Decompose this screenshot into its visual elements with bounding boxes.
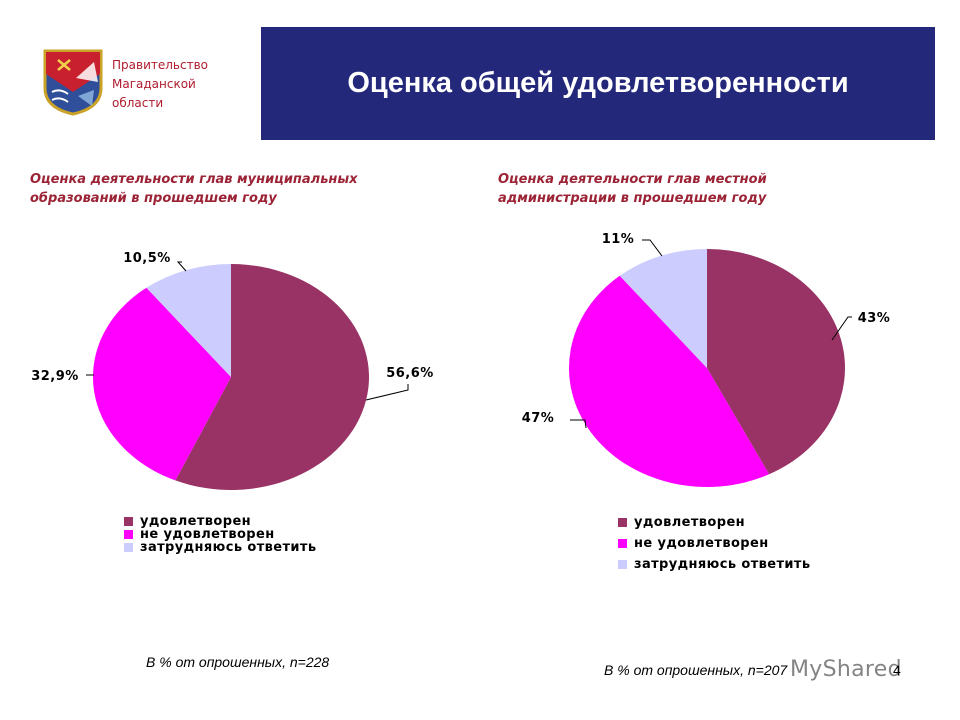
leader-line: [570, 419, 587, 429]
page-number: 4: [893, 662, 901, 678]
watermark: MyShared: [790, 657, 902, 682]
data-label: 10,5%: [123, 251, 171, 266]
organization-name: Правительство Магаданской области: [112, 56, 232, 113]
organization-name-line: области: [112, 96, 164, 110]
legend-item-hard-to-say: затрудняюсь ответить: [618, 554, 810, 575]
coat-of-arms-icon: [43, 49, 103, 116]
legend-swatch: [124, 517, 133, 526]
page-title: Оценка общей удовлетворенности: [347, 67, 849, 99]
government-logo: Правительство Магаданской области: [40, 46, 240, 118]
data-label: 32,9%: [31, 369, 79, 384]
pie-slice-satisfied: [707, 249, 846, 475]
legend-right: удовлетворен не удовлетворен затрудняюсь…: [618, 512, 810, 575]
legend-label: удовлетворен: [634, 515, 746, 530]
legend-item-hard-to-say: затрудняюсь ответить: [124, 540, 317, 555]
legend-left: удовлетворен не удовлетворен затрудняюсь…: [124, 514, 317, 555]
chart-title-right: Оценка деятельности глав местной админис…: [498, 170, 767, 208]
sample-note-left: В % от опрошенных, n=228: [146, 654, 330, 670]
data-label: 56,6%: [386, 366, 434, 381]
legend-label: затрудняюсь ответить: [140, 540, 317, 555]
legend-swatch: [618, 560, 627, 569]
legend-item-satisfied: удовлетворен: [124, 514, 316, 529]
data-label: 43%: [858, 311, 891, 326]
leader-line: [642, 239, 663, 257]
legend-swatch: [124, 530, 133, 539]
pie-slice-hard-to-say: [619, 249, 707, 368]
legend-label: удовлетворен: [140, 514, 252, 529]
legend-label: затрудняюсь ответить: [634, 557, 811, 572]
data-label: 47%: [522, 411, 555, 426]
organization-name-line: Магаданской: [112, 77, 196, 91]
pie-slice-not-satisfied: [93, 287, 231, 481]
organization-name-line: Правительство: [112, 58, 208, 72]
title-banner: Оценка общей удовлетворенности: [261, 27, 935, 140]
legend-item-not-satisfied: не удовлетворен: [618, 533, 810, 554]
chart-title-line: образований в прошедшем году: [30, 191, 277, 206]
chart-title-line: Оценка деятельности глав местной: [498, 172, 767, 187]
legend-label: не удовлетворен: [140, 527, 275, 542]
legend-swatch: [124, 543, 133, 552]
legend-swatch: [618, 518, 627, 527]
legend-label: не удовлетворен: [634, 536, 769, 551]
chart-title-line: Оценка деятельности глав муниципальных: [30, 172, 358, 187]
legend-swatch: [618, 539, 627, 548]
pie-slice-hard-to-say: [146, 263, 231, 377]
pie-slice-satisfied: [175, 264, 370, 491]
pie-chart-left: 56,6% 32,9% 10,5%: [31, 251, 434, 491]
chart-title-left: Оценка деятельности глав муниципальных о…: [30, 170, 358, 208]
data-label: 11%: [602, 232, 635, 247]
chart-title-line: администрации в прошедшем году: [498, 191, 767, 206]
sample-note-right: В % от опрошенных, n=207: [604, 662, 788, 678]
legend-item-satisfied: удовлетворен: [618, 512, 810, 533]
pie-chart-right: 43% 47% 11%: [522, 232, 891, 488]
legend-item-not-satisfied: не удовлетворен: [124, 527, 316, 542]
leader-line: [831, 316, 852, 341]
leader-line: [176, 261, 187, 272]
pie-slice-not-satisfied: [569, 275, 770, 488]
leader-line: [365, 384, 409, 401]
